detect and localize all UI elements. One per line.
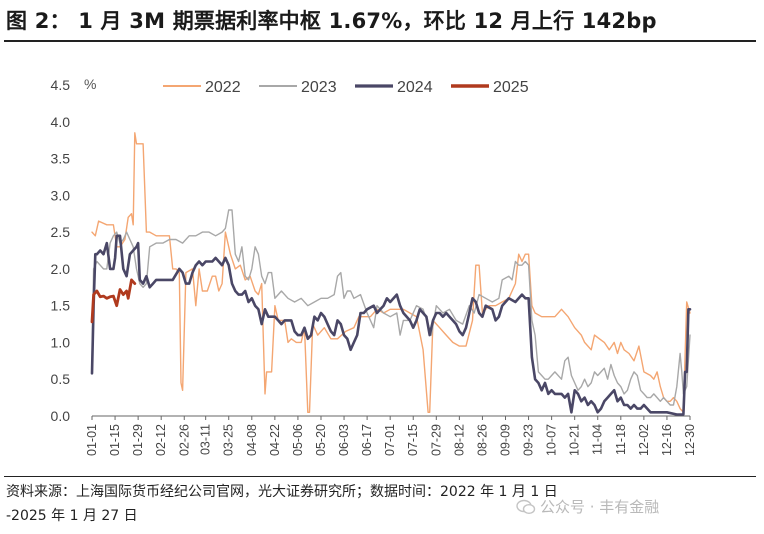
x-tick-label: 05-20 (314, 424, 328, 456)
source-line-2: -2025 年 1 月 27 日 (6, 508, 138, 524)
x-tick-label: 03-25 (222, 424, 236, 456)
x-tick-label: 06-17 (360, 424, 374, 456)
source-line-1: 资料来源：上海国际货币经纪公司官网，光大证券研究所；数据时间：2022 年 1 … (6, 484, 558, 500)
source-divider (4, 476, 756, 477)
x-tick-label: 01-29 (131, 424, 145, 456)
x-tick-label: 02-26 (177, 424, 191, 456)
y-tick-label: 1.5 (51, 298, 71, 314)
y-tick-label: 0.5 (51, 371, 71, 387)
x-tick-label: 01-15 (108, 424, 122, 456)
x-tick-label: 12-16 (660, 424, 674, 456)
x-tick-label: 06-03 (337, 424, 351, 456)
x-tick-label: 12-30 (683, 424, 697, 456)
y-tick-label: 2.5 (51, 224, 71, 240)
x-tick-label: 10-21 (568, 424, 582, 456)
x-tick-label: 01-01 (85, 424, 99, 456)
watermark-text: 公众号 · 丰有金融 (540, 498, 660, 516)
y-tick-label: 4.0 (51, 114, 71, 130)
x-tick-label: 09-23 (522, 424, 536, 456)
legend-label-2023: 2023 (301, 79, 337, 96)
legend-label-2025: 2025 (493, 79, 529, 96)
figure-title: 图 2： 1 月 3M 期票据利率中枢 1.67%，环比 12 月上行 142b… (6, 9, 657, 33)
x-tick-label: 11-18 (614, 424, 628, 455)
x-tick-label: 07-15 (406, 424, 420, 456)
watermark: 公众号 · 丰有金融 (516, 496, 659, 517)
x-tick-label: 05-06 (291, 424, 305, 456)
x-tick-label: 08-12 (452, 424, 466, 456)
source-note: 资料来源：上海国际货币经纪公司官网，光大证券研究所；数据时间：2022 年 1 … (6, 480, 746, 528)
y-axis: 0.0 0.5 1.0 1.5 2.0 2.5 3.0 3.5 4.0 4.5 (51, 77, 71, 424)
x-tick-label: 07-01 (383, 424, 397, 456)
legend-label-2022: 2022 (205, 79, 241, 96)
x-tick-label: 09-09 (498, 424, 512, 456)
x-tick-label: 08-26 (475, 424, 489, 456)
wechat-icon (516, 499, 536, 515)
series-line-2023 (91, 209, 691, 406)
line-chart: 0.0 0.5 1.0 1.5 2.0 2.5 3.0 3.5 4.0 4.5 01-01 01-1… (51, 76, 697, 456)
y-tick-label: 2.0 (51, 261, 71, 277)
legend: 2022 2023 2024 2025 (163, 79, 529, 96)
x-tick-label: 03-11 (199, 424, 213, 455)
y-tick-label: 3.5 (51, 151, 71, 167)
series-line-2024 (90, 234, 692, 416)
y-tick-label: 4.5 (51, 77, 71, 93)
y-unit-label: % (84, 76, 96, 92)
y-tick-label: 1.0 (51, 334, 71, 350)
x-tick-label: 12-02 (637, 424, 651, 456)
x-tick-label: 04-22 (268, 424, 282, 456)
y-tick-label: 0.0 (51, 408, 71, 424)
x-axis: 01-01 01-15 01-29 02-12 02-26 03-11 03-25 04-08… (85, 415, 697, 456)
title-divider (4, 40, 756, 42)
y-tick-label: 3.0 (51, 187, 71, 203)
series-line-2025 (90, 278, 137, 324)
series-lines (90, 132, 692, 416)
x-tick-label: 11-04 (591, 424, 605, 455)
x-tick-label: 07-29 (429, 424, 443, 456)
legend-label-2024: 2024 (397, 79, 433, 96)
x-tick-label: 04-08 (245, 424, 259, 456)
x-tick-label: 02-12 (154, 424, 168, 456)
x-tick-label: 10-07 (545, 424, 559, 456)
